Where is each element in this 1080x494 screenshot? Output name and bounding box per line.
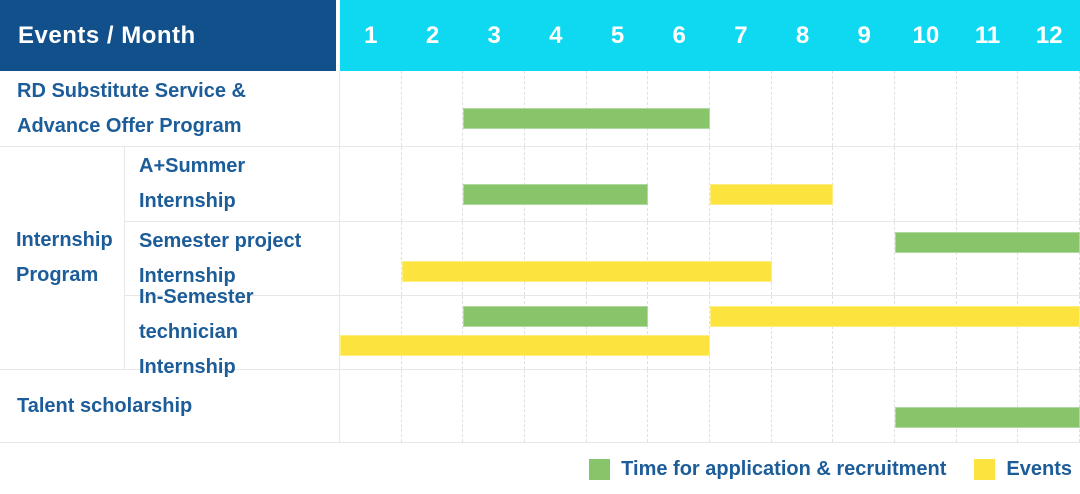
legend-item-application: Time for application & recruitment <box>589 458 946 481</box>
grid-cell <box>895 71 957 146</box>
grid-cell <box>957 370 1019 442</box>
grid-cell <box>957 296 1019 369</box>
grid-cell <box>402 296 464 369</box>
gantt-bar-application <box>895 232 1080 253</box>
gantt-bar-application <box>895 407 1080 428</box>
month-label-3: 3 <box>487 21 501 49</box>
grid-cell <box>772 370 834 442</box>
grid-cell <box>833 71 896 146</box>
grid-cell <box>525 370 587 442</box>
grid-cell <box>587 296 649 369</box>
events-month-header: Events / Month <box>0 0 340 71</box>
grid-cell <box>957 71 1019 146</box>
grid-cell <box>895 147 957 221</box>
gantt-row-track <box>340 370 1080 443</box>
grid-cell <box>648 296 711 369</box>
month-label-9: 9 <box>857 21 871 49</box>
gantt-chart: Events / Month 1 2 3 4 5 6 7 8 9 10 11 12 RD Substi… <box>0 0 1080 443</box>
month-label-11: 11 <box>974 21 1001 49</box>
grid-cell <box>895 222 957 295</box>
grid-cell <box>772 296 834 369</box>
grid-cell <box>833 370 896 442</box>
month-label-6: 6 <box>672 21 686 49</box>
grid-cell <box>648 147 711 221</box>
row-label: Semester project Internship <box>125 222 340 296</box>
legend-label: Events <box>1006 457 1072 480</box>
grid-cell <box>710 71 772 146</box>
legend: Time for application & recruitment Events <box>0 457 1080 481</box>
grid-cell <box>402 222 464 295</box>
legend-item-events: Events <box>974 458 1072 481</box>
month-label-5: 5 <box>610 21 625 49</box>
month-label-10: 10 <box>912 21 940 49</box>
grid-cell <box>710 296 772 369</box>
gantt-bar-application <box>463 306 649 327</box>
grid-cell <box>895 370 957 442</box>
grid-cell <box>525 296 587 369</box>
gantt-bar-events <box>710 306 1080 327</box>
grid-cell <box>587 222 649 295</box>
month-header-row: 1 2 3 4 5 6 7 8 9 10 11 12 <box>340 0 1080 71</box>
grid-cell <box>340 370 402 442</box>
grid-cell <box>957 147 1019 221</box>
grid-cell <box>710 222 772 295</box>
month-label-12: 12 <box>1035 21 1063 49</box>
grid-cell <box>772 71 834 146</box>
grid-cell <box>1018 147 1080 221</box>
grid-cell <box>833 296 896 369</box>
row-label: A+Summer Internship <box>125 147 340 222</box>
grid-cell <box>340 147 402 221</box>
grid-cell <box>525 222 587 295</box>
gantt-bar-events <box>340 335 710 356</box>
row-group-label: Internship Program <box>0 147 125 370</box>
legend-swatch-application <box>589 458 611 480</box>
month-label-7: 7 <box>734 21 748 49</box>
grid-cell <box>463 222 526 295</box>
grid-cell <box>402 147 464 221</box>
gantt-bar-application <box>463 184 649 205</box>
month-label-8: 8 <box>795 21 810 49</box>
grid-cell <box>710 370 772 442</box>
grid-cell <box>648 370 711 442</box>
grid-cell <box>895 296 957 369</box>
gantt-bar-application <box>463 108 710 129</box>
gantt-bar-events <box>401 261 772 282</box>
grid-cell <box>340 222 402 295</box>
gantt-bar-events <box>710 184 834 205</box>
row-label: Talent scholarship <box>0 370 340 443</box>
gantt-row-track <box>340 71 1080 147</box>
month-label-2: 2 <box>425 21 440 49</box>
legend-label: Time for application & recruitment <box>621 457 947 480</box>
month-label-4: 4 <box>549 21 563 49</box>
grid-cell <box>1018 71 1080 146</box>
grid-cell <box>402 71 464 146</box>
gantt-row-track <box>340 222 1080 296</box>
row-label: In-Semester technician Internship <box>125 286 340 378</box>
grid-cell <box>833 222 896 295</box>
grid-cell <box>1018 370 1080 442</box>
grid-cell <box>957 222 1019 295</box>
grid-cell <box>340 71 402 146</box>
month-label-1: 1 <box>364 21 378 49</box>
grid-cell <box>648 222 711 295</box>
grid-cell <box>587 370 649 442</box>
grid-cell <box>402 370 464 442</box>
grid-cell <box>833 147 896 221</box>
grid-cell <box>463 296 526 369</box>
legend-swatch-events <box>974 458 996 480</box>
grid-cell <box>463 370 526 442</box>
gantt-row-track <box>340 147 1080 222</box>
grid-cell <box>772 222 834 295</box>
gantt-row-track <box>340 296 1080 370</box>
row-label: RD Substitute Service & Advance Offer Pr… <box>0 71 340 147</box>
grid-cell <box>340 296 402 369</box>
